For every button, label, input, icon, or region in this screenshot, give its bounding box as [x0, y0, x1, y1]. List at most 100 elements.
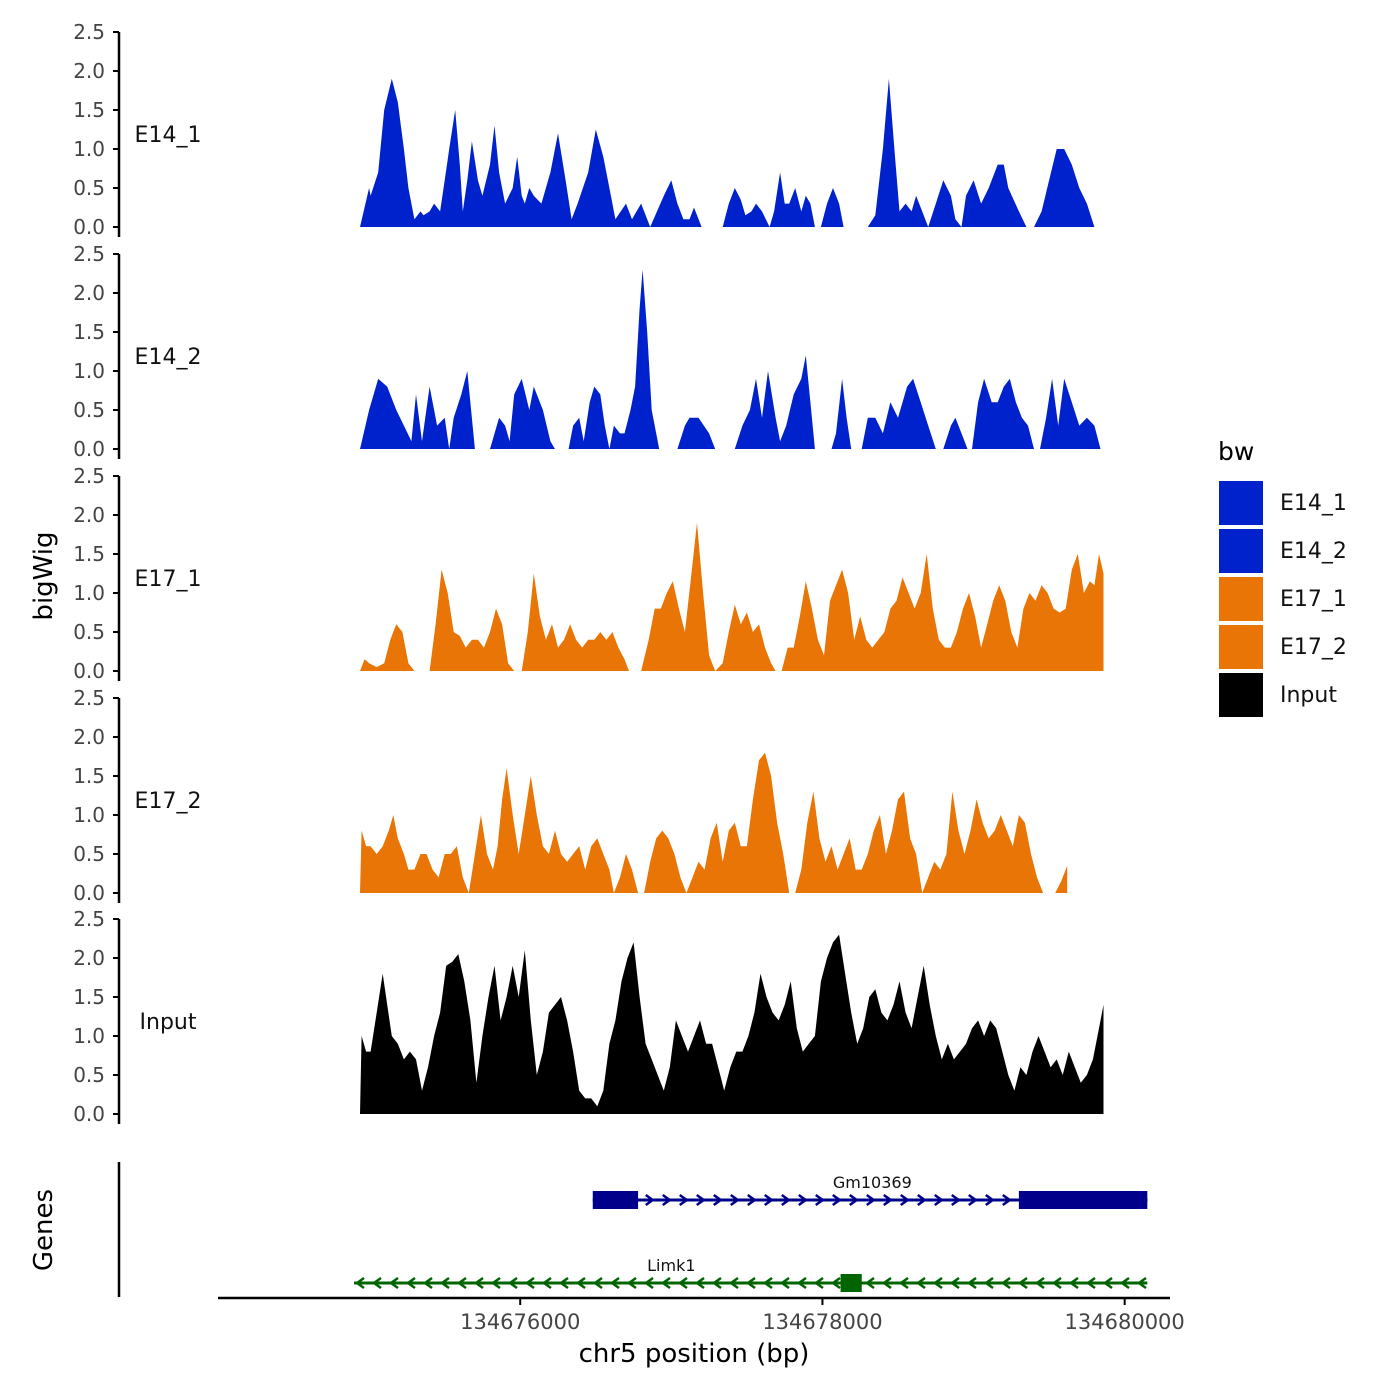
y-tick-label: 0.5	[73, 1063, 105, 1087]
legend-swatch	[1217, 527, 1265, 575]
strand-arrow	[643, 1276, 654, 1290]
strand-arrow	[660, 1276, 671, 1290]
strand-arrow	[405, 1276, 416, 1290]
x-tick-label: 134680000	[1065, 1310, 1185, 1334]
strand-arrow	[1136, 1276, 1147, 1290]
strand-arrow	[949, 1276, 960, 1290]
y-tick-label: 2.5	[73, 464, 105, 488]
strand-arrow	[898, 1276, 909, 1290]
track-label: E14_2	[135, 345, 202, 370]
y-tick-label: 1.0	[73, 803, 105, 827]
signal-area-e17-2	[360, 752, 1068, 893]
strand-arrow	[779, 1276, 790, 1290]
strand-arrow	[866, 1193, 876, 1207]
legend-label: E14_2	[1280, 539, 1347, 564]
strand-arrow	[645, 1193, 655, 1207]
strand-arrow	[1034, 1276, 1045, 1290]
strand-arrow	[713, 1193, 723, 1207]
y-tick-label: 0.0	[73, 659, 105, 683]
strand-arrow	[711, 1276, 722, 1290]
legend: E14_1 E14_2 E17_1 E17_2 Input	[1217, 479, 1347, 719]
strand-arrow	[558, 1276, 569, 1290]
legend-item-e14-2: E14_2	[1217, 527, 1347, 575]
track-e14-2: 0.0 0.5 1.0 1.5 2.0 2.5 E14_2	[73, 242, 1101, 461]
y-tick-label: 1.0	[73, 137, 105, 161]
legend-swatch	[1217, 479, 1265, 527]
strand-arrow	[849, 1193, 859, 1207]
gene-name-label: Gm10369	[833, 1173, 912, 1192]
legend-label: E17_2	[1280, 635, 1347, 660]
legend-label: E17_1	[1280, 587, 1347, 612]
y-tick-label: 2.0	[73, 503, 105, 527]
strand-arrow	[934, 1193, 944, 1207]
y-tick-label: 0.5	[73, 176, 105, 200]
strand-arrow	[422, 1276, 433, 1290]
x-tick-label: 134678000	[762, 1310, 882, 1334]
legend-item-e14-1: E14_1	[1217, 479, 1347, 527]
strand-arrow	[1085, 1276, 1096, 1290]
y-tick-label: 1.0	[73, 581, 105, 605]
gene-gm10369: Gm10369	[592, 1173, 1148, 1209]
strand-arrow	[354, 1276, 365, 1290]
legend-item-e17-2: E17_2	[1217, 623, 1347, 671]
strand-arrow	[915, 1276, 926, 1290]
track-label: E17_2	[135, 789, 202, 814]
strand-arrow	[1102, 1276, 1113, 1290]
strand-arrow	[796, 1276, 807, 1290]
strand-arrow	[932, 1276, 943, 1290]
x-axis-title: chr5 position (bp)	[579, 1339, 810, 1369]
y-tick-label: 2.0	[73, 281, 105, 305]
strand-arrow	[730, 1193, 740, 1207]
signal-area-input	[360, 934, 1104, 1114]
gene-name-label: Limk1	[647, 1256, 695, 1275]
signal-area-e17-1	[360, 522, 1104, 671]
strand-arrow	[456, 1276, 467, 1290]
y-tick-label: 2.5	[73, 686, 105, 710]
y-tick-label: 1.5	[73, 98, 105, 122]
strand-arrow	[917, 1193, 927, 1207]
strand-arrow	[968, 1193, 978, 1207]
strand-arrow	[473, 1276, 484, 1290]
genes-panel: Gm10369 Limk1	[117, 1162, 1148, 1297]
strand-arrow	[745, 1276, 756, 1290]
strand-arrow	[1002, 1193, 1012, 1207]
strand-arrow	[815, 1193, 825, 1207]
gene-exon	[1018, 1191, 1148, 1209]
strand-arrow	[764, 1193, 774, 1207]
gene-limk1: Limk1	[354, 1256, 1148, 1292]
legend-label: E14_1	[1280, 491, 1347, 516]
strand-arrow	[1000, 1276, 1011, 1290]
legend-item-e17-1: E17_1	[1217, 575, 1347, 623]
strand-arrow	[832, 1193, 842, 1207]
legend-title: bw	[1218, 437, 1254, 466]
y-tick-label: 1.0	[73, 359, 105, 383]
y-tick-label: 0.0	[73, 1102, 105, 1126]
y-tick-label: 1.5	[73, 542, 105, 566]
strand-arrow	[747, 1193, 757, 1207]
strand-arrow	[439, 1276, 450, 1290]
strand-arrow	[883, 1193, 893, 1207]
track-e17-2: 0.0 0.5 1.0 1.5 2.0 2.5 E17_2	[73, 686, 1068, 905]
strand-arrow	[762, 1276, 773, 1290]
gene-exon	[840, 1274, 862, 1292]
y-tick-label: 2.5	[73, 242, 105, 266]
y-tick-label: 1.5	[73, 320, 105, 344]
x-tick-label: 134676000	[460, 1310, 580, 1334]
y-tick-label: 2.5	[73, 20, 105, 44]
signal-area-e14-2	[360, 269, 1101, 449]
strand-arrow	[881, 1276, 892, 1290]
strand-arrow	[609, 1276, 620, 1290]
strand-arrow	[864, 1276, 875, 1290]
strand-arrow	[388, 1276, 399, 1290]
bigwig-tracks: 0.0 0.5 1.0 1.5 2.0 2.5 E14_1 0.0 0.5 1.0 1.5 2.0 2.…	[73, 20, 1104, 1126]
genes-panel-title: Genes	[29, 1189, 59, 1271]
track-label: Input	[140, 1010, 197, 1035]
strand-arrow	[1119, 1276, 1130, 1290]
strand-arrow	[900, 1193, 910, 1207]
strand-arrow	[830, 1276, 841, 1290]
strand-arrow	[507, 1276, 518, 1290]
track-input: 0.0 0.5 1.0 1.5 2.0 2.5 Input	[73, 907, 1104, 1126]
y-tick-label: 0.0	[73, 215, 105, 239]
